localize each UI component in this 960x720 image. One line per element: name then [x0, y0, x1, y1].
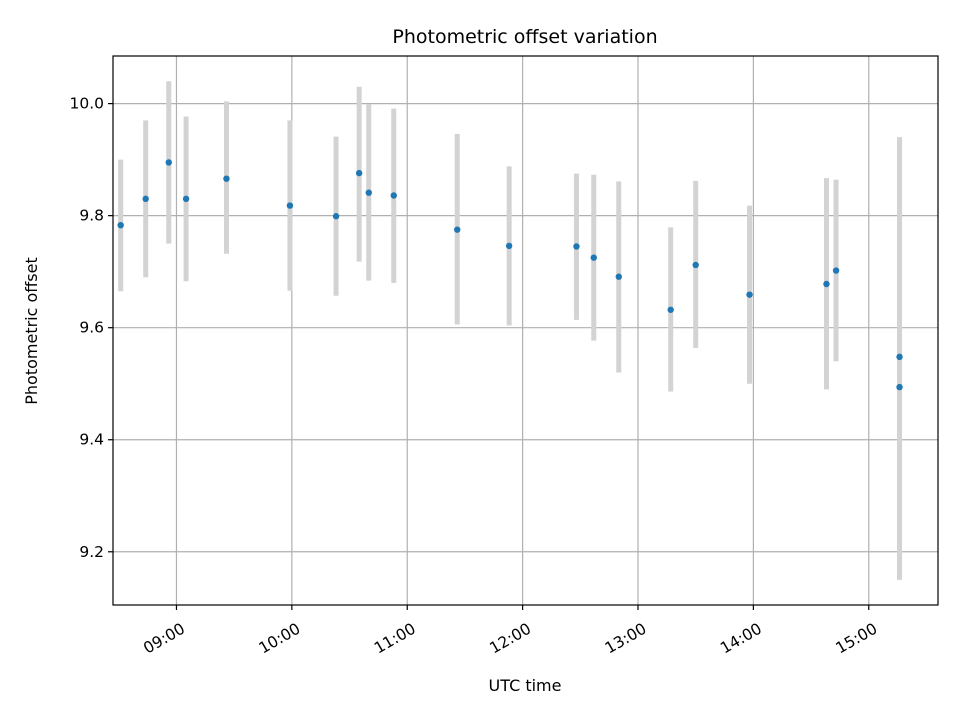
data-point	[454, 226, 461, 233]
data-point	[365, 189, 372, 196]
y-tick-label: 9.2	[79, 543, 104, 561]
data-point	[896, 383, 903, 391]
data-point	[117, 221, 124, 229]
data-points	[117, 159, 903, 391]
y-tick-label: 9.6	[79, 319, 104, 337]
data-point	[615, 273, 622, 280]
data-point	[390, 192, 397, 199]
y-tick-label: 9.8	[79, 207, 104, 225]
x-axis-title: UTC time	[489, 676, 562, 695]
data-point	[182, 195, 190, 203]
data-point	[505, 242, 513, 250]
data-point	[692, 261, 699, 269]
data-point	[355, 169, 363, 177]
data-point	[332, 213, 340, 220]
data-point	[832, 267, 840, 274]
y-axis-title: Photometric offset	[22, 257, 41, 405]
data-point	[746, 291, 753, 298]
data-point	[896, 353, 903, 361]
data-point	[165, 159, 172, 166]
chart-title: Photometric offset variation	[392, 26, 657, 48]
data-point	[823, 280, 830, 288]
data-point	[573, 243, 580, 250]
y-ticks: 9.2 9.4 9.6 9.8 10.0	[69, 95, 113, 561]
data-point	[590, 254, 597, 261]
y-tick-label: 10.0	[69, 95, 104, 113]
data-point	[286, 202, 294, 209]
data-point	[142, 195, 149, 203]
plot-frame	[112, 55, 939, 606]
data-point	[223, 175, 230, 182]
y-tick-label: 9.4	[79, 431, 104, 449]
data-point	[667, 306, 674, 313]
